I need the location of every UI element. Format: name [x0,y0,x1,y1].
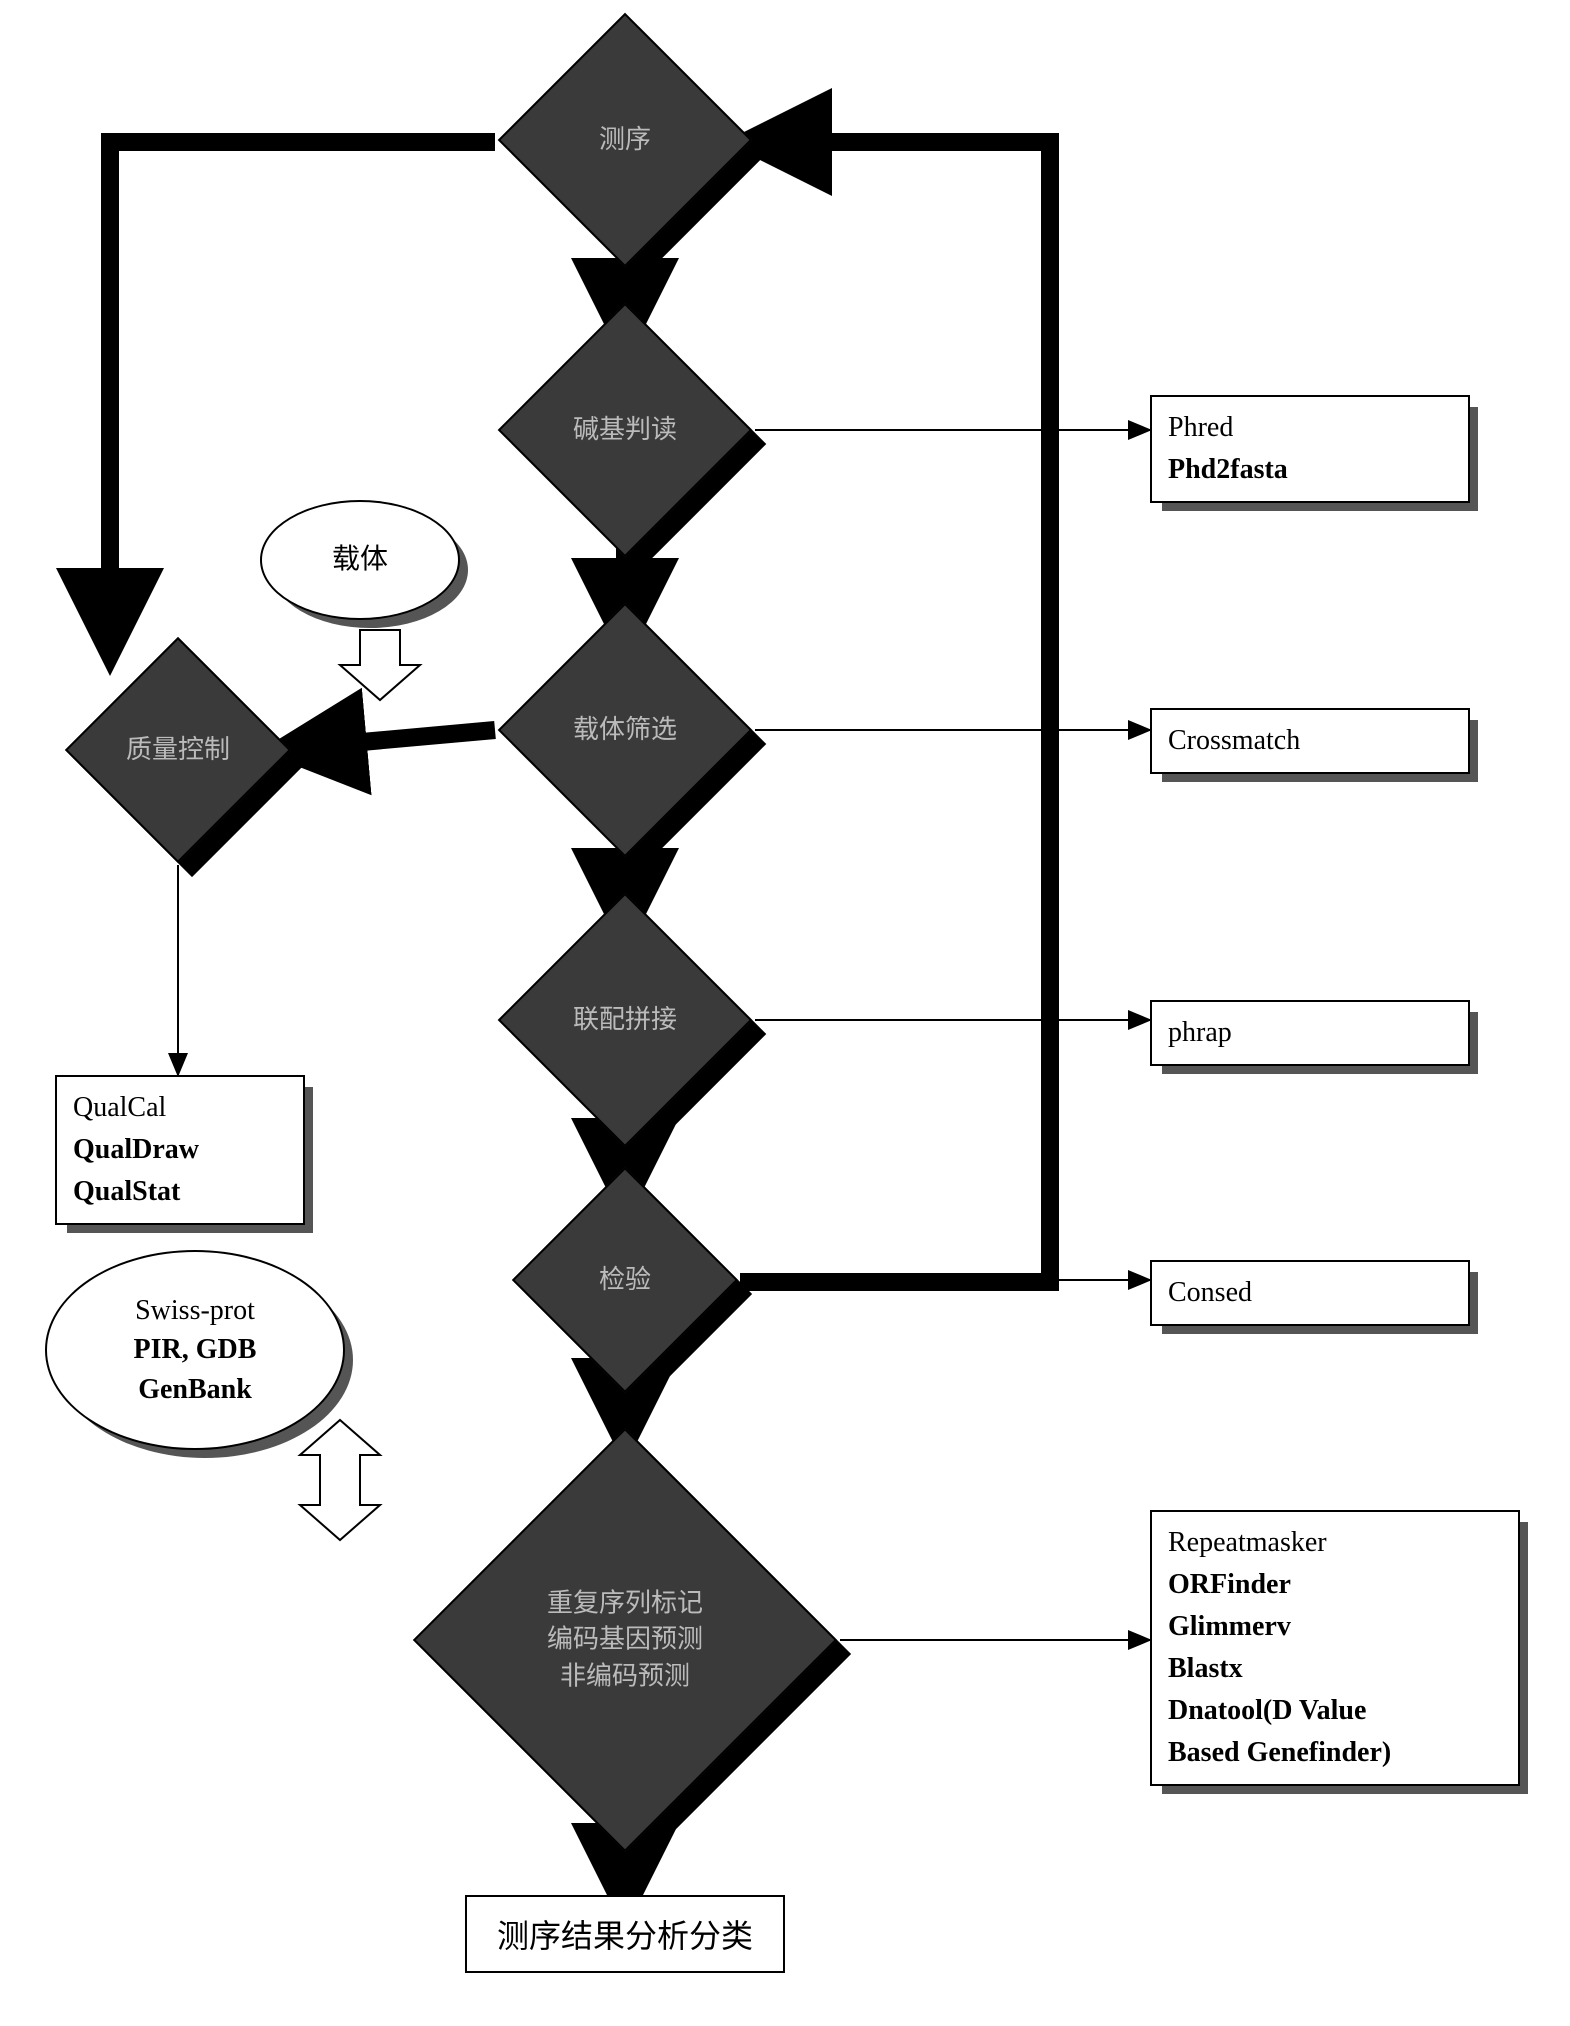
ellipse-e_carrier: 载体 [260,500,460,620]
diamond-d1: 测序 [535,50,715,230]
box-b_repeat: RepeatmaskerORFinderGlimmervBlastxDnatoo… [1150,1510,1520,1786]
box-b_consed: Consed [1150,1260,1470,1326]
diamond-label-d2: 碱基判读 [573,412,677,448]
diamond-d2: 碱基判读 [535,340,715,520]
diamond-d5: 检验 [545,1200,705,1360]
diamond-d6: 重复序列标记编码基因预测非编码预测 [475,1490,775,1790]
flowchart-canvas: { "type": "flowchart", "background_color… [0,0,1570,2026]
diamond-d7: 质量控制 [98,670,258,830]
result-box: 测序结果分析分类 [465,1895,785,1973]
diamond-label-d3: 载体筛选 [573,712,677,748]
diamond-label-d5: 检验 [599,1262,651,1298]
diamond-label-d1: 测序 [599,122,651,158]
diamond-label-d4: 联配拼接 [573,1002,677,1038]
box-b_cross: Crossmatch [1150,708,1470,774]
diamond-d3: 载体筛选 [535,640,715,820]
diamond-label-d6: 重复序列标记编码基因预测非编码预测 [547,1585,703,1694]
diamond-label-d7: 质量控制 [126,732,230,768]
ellipse-e_swiss: Swiss-protPIR, GDBGenBank [45,1250,345,1450]
box-b_phrap: phrap [1150,1000,1470,1066]
box-b_phred: PhredPhd2fasta [1150,395,1470,503]
box-b_qual: QualCalQualDrawQualStat [55,1075,305,1225]
diamond-d4: 联配拼接 [535,930,715,1110]
